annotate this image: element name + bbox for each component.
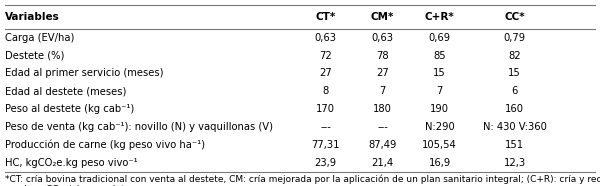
Text: 87,49: 87,49	[368, 140, 397, 150]
Text: N: 430 V:360: N: 430 V:360	[482, 122, 547, 132]
Text: Edad al destete (meses): Edad al destete (meses)	[5, 86, 126, 96]
Text: 15: 15	[433, 68, 446, 78]
Text: 21,4: 21,4	[371, 158, 394, 168]
Text: 12,3: 12,3	[503, 158, 526, 168]
Text: Carga (EV/ha): Carga (EV/ha)	[5, 33, 74, 43]
Text: C+R*: C+R*	[425, 12, 454, 22]
Text: 0,63: 0,63	[371, 33, 394, 43]
Text: 77,31: 77,31	[311, 140, 340, 150]
Text: 190: 190	[430, 104, 449, 114]
Text: 6: 6	[511, 86, 518, 96]
Text: 23,9: 23,9	[314, 158, 337, 168]
Text: 170: 170	[316, 104, 335, 114]
Text: 180: 180	[373, 104, 392, 114]
Text: 15: 15	[508, 68, 521, 78]
Text: 0,69: 0,69	[428, 33, 451, 43]
Text: 8: 8	[322, 86, 329, 96]
Text: 160: 160	[505, 104, 524, 114]
Text: N:290: N:290	[425, 122, 454, 132]
Text: 85: 85	[433, 51, 446, 61]
Text: ---: ---	[320, 122, 331, 132]
Text: CC*: CC*	[504, 12, 525, 22]
Text: 0,79: 0,79	[503, 33, 526, 43]
Text: 7: 7	[436, 86, 443, 96]
Text: 151: 151	[505, 140, 524, 150]
Text: Destete (%): Destete (%)	[5, 51, 64, 61]
Text: Peso al destete (kg cab⁻¹): Peso al destete (kg cab⁻¹)	[5, 104, 134, 114]
Text: *CT: cría bovina tradicional con venta al destete, CM: cría mejorada por la apli: *CT: cría bovina tradicional con venta a…	[5, 174, 600, 184]
Text: Producción de carne (kg peso vivo ha⁻¹): Producción de carne (kg peso vivo ha⁻¹)	[5, 140, 205, 150]
Text: Peso de venta (kg cab⁻¹): novillo (N) y vaquillonas (V): Peso de venta (kg cab⁻¹): novillo (N) y …	[5, 122, 273, 132]
Text: CT*: CT*	[316, 12, 335, 22]
Text: Edad al primer servicio (meses): Edad al primer servicio (meses)	[5, 68, 163, 78]
Text: 72: 72	[319, 51, 332, 61]
Text: 27: 27	[376, 68, 389, 78]
Text: 27: 27	[319, 68, 332, 78]
Text: 0,63: 0,63	[314, 33, 337, 43]
Text: 7: 7	[379, 86, 386, 96]
Text: Variables: Variables	[5, 12, 59, 22]
Text: 105,54: 105,54	[422, 140, 457, 150]
Text: HC, kgCO₂e.kg peso vivo⁻¹: HC, kgCO₂e.kg peso vivo⁻¹	[5, 158, 137, 168]
Text: ---: ---	[377, 122, 388, 132]
Text: 82: 82	[508, 51, 521, 61]
Text: 16,9: 16,9	[428, 158, 451, 168]
Text: machos; CC: ciclo completo: machos; CC: ciclo completo	[5, 185, 130, 186]
Text: CM*: CM*	[371, 12, 394, 22]
Text: 78: 78	[376, 51, 389, 61]
